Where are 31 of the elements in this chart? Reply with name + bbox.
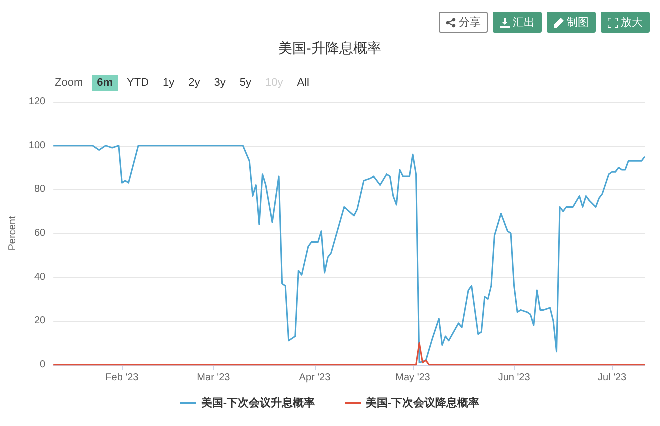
x-tick-label: Jun '23 — [498, 372, 531, 384]
x-tick-label: Mar '23 — [197, 372, 231, 384]
y-tick-label: 40 — [34, 272, 46, 283]
y-tick-label: 20 — [34, 316, 46, 327]
x-tick-label: Apr '23 — [299, 372, 332, 384]
legend-label: 美国-下次会议升息概率 — [200, 396, 316, 410]
text: Zoom — [54, 76, 84, 91]
x-tick-label: Jul '23 — [598, 372, 628, 384]
x-tick-label: Feb '23 — [106, 372, 140, 384]
x-tick-label: May '23 — [396, 372, 431, 384]
text: 6m — [92, 75, 118, 91]
text: 汇出 — [513, 16, 535, 30]
y-axis-title: Percent — [8, 216, 18, 251]
line-series — [52, 342, 646, 366]
y-tick-label: 0 — [40, 360, 46, 370]
text: 5y — [238, 76, 253, 91]
text: YTD — [126, 76, 150, 91]
text: All — [296, 76, 311, 91]
y-tick-label: 100 — [28, 140, 46, 152]
text: 3y — [213, 76, 227, 91]
legend-label: 美国-下次会议降息概率 — [365, 396, 480, 410]
chart-title: 美国-升降息概率 — [278, 40, 382, 56]
y-tick-label: 120 — [28, 96, 46, 108]
line-series — [52, 145, 646, 364]
y-tick-label: 60 — [34, 228, 46, 239]
text: 制图 — [567, 16, 589, 30]
text: 2y — [188, 76, 202, 91]
text: 分享 — [459, 16, 481, 30]
y-tick-label: 80 — [34, 184, 46, 196]
text: 1y — [162, 76, 176, 91]
text: 放大 — [621, 16, 643, 30]
